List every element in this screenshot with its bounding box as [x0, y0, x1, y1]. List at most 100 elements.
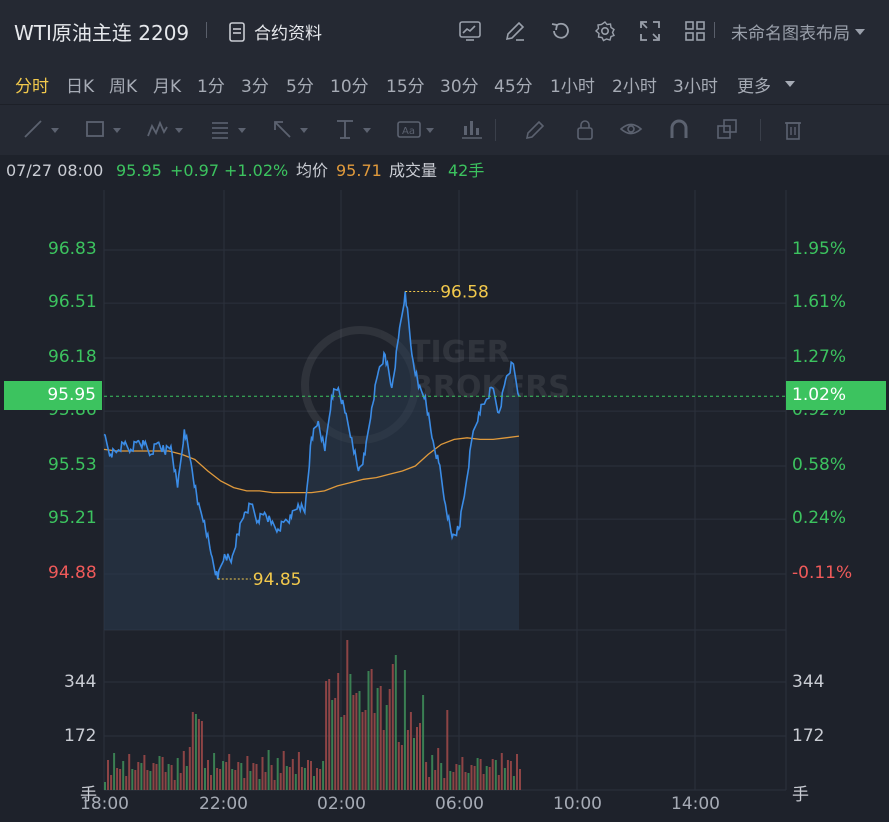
volume-axis-label-right: 344 — [792, 672, 825, 692]
period-tab-0[interactable]: 分时 — [15, 77, 49, 97]
period-tab-14[interactable]: 更多 — [737, 77, 771, 97]
price-axis-label: 96.18 — [48, 347, 97, 367]
volume-bar — [243, 778, 246, 790]
volume-bar — [319, 769, 322, 790]
volume-bar — [294, 774, 297, 790]
fullscreen-icon[interactable] — [627, 18, 672, 44]
price-axis-label: 94.88 — [48, 563, 97, 583]
period-tab-11[interactable]: 1小时 — [550, 77, 595, 97]
volume-bar — [288, 767, 291, 790]
layout-label: 未命名图表布局 — [731, 24, 850, 44]
volume-bar — [403, 670, 406, 790]
volume-bar — [331, 700, 334, 790]
volume-bar — [310, 761, 312, 790]
period-tab-7[interactable]: 10分 — [330, 77, 369, 97]
eye-icon[interactable] — [620, 117, 644, 143]
chart-icon[interactable] — [447, 18, 492, 44]
volume-bar — [434, 770, 437, 790]
volume-bar — [197, 719, 200, 790]
volume-bar — [110, 775, 113, 790]
volume-bar — [488, 767, 491, 790]
volume-bar — [503, 768, 506, 790]
price-axis-label: 96.83 — [48, 239, 97, 259]
arrow-tool-icon[interactable] — [271, 117, 309, 143]
period-tab-3[interactable]: 月K — [153, 77, 182, 97]
candles-tool-icon[interactable] — [460, 117, 484, 143]
volume-axis-label-left: 手 — [80, 785, 97, 805]
volume-bar — [500, 753, 503, 790]
period-tab-8[interactable]: 15分 — [386, 77, 425, 97]
volume-bar — [164, 772, 167, 790]
volume-bar — [258, 779, 261, 790]
volume-bar — [179, 773, 182, 790]
volume-bar — [458, 765, 461, 790]
volume-bar — [406, 730, 409, 790]
volume-bar — [222, 761, 225, 790]
volume-bar — [516, 754, 518, 790]
contract-info-label: 合约资料 — [254, 24, 322, 44]
trash-icon[interactable] — [782, 117, 806, 143]
pencil-icon[interactable] — [524, 117, 548, 143]
period-tab-9[interactable]: 30分 — [440, 77, 479, 97]
period-tab-1[interactable]: 日K — [66, 77, 95, 97]
volume-value: 42手 — [448, 161, 485, 180]
volume-bar — [137, 762, 140, 790]
period-tab-12[interactable]: 2小时 — [612, 77, 657, 97]
volume-bar — [388, 689, 391, 790]
intraday-chart[interactable]: TIGER BROKERS 96.58 94.85 96.83 96.51 96.1… — [0, 190, 889, 822]
gear-icon[interactable] — [582, 18, 627, 44]
period-tab-10[interactable]: 45分 — [494, 77, 533, 97]
svg-text:Aa: Aa — [402, 126, 415, 137]
volume-bar — [343, 715, 346, 790]
volume-bar — [328, 679, 331, 790]
wave-tool-icon[interactable] — [146, 117, 184, 143]
volume-bar — [167, 764, 170, 790]
volume-bar — [512, 776, 515, 790]
grid-icon[interactable] — [672, 18, 717, 44]
fib-tool-icon[interactable] — [209, 117, 247, 143]
volume-bar — [325, 681, 328, 790]
period-tab-13[interactable]: 3小时 — [673, 77, 718, 97]
undo-icon[interactable] — [537, 18, 582, 44]
drawing-toolbar: Aa — [0, 104, 889, 155]
volume-bar — [497, 775, 500, 790]
rect-tool-icon[interactable] — [84, 117, 122, 143]
volume-bar — [149, 771, 152, 790]
volume-bar — [473, 766, 476, 790]
volume-bar — [316, 768, 318, 790]
volume-bar — [225, 762, 228, 790]
volume-bar — [346, 640, 349, 790]
volume-bar — [313, 776, 315, 790]
period-tab-2[interactable]: 周K — [109, 77, 138, 97]
measure-tool-icon[interactable] — [334, 117, 372, 143]
price-axis-label: 95.21 — [48, 508, 97, 529]
volume-bar — [443, 778, 446, 790]
line-tool-icon[interactable] — [22, 117, 60, 143]
text-tool-icon[interactable]: Aa — [397, 117, 435, 143]
volume-bar — [394, 655, 397, 790]
volume-bar — [264, 772, 267, 790]
layout-selector[interactable]: 未命名图表布局 — [731, 19, 866, 44]
volume-bar — [379, 686, 382, 790]
chart-canvas[interactable]: TIGER BROKERS 96.58 94.85 — [0, 190, 889, 822]
volume-bar — [119, 769, 122, 790]
instrument-title[interactable]: WTI原油主连 2209 — [14, 21, 190, 45]
volume-bar — [413, 738, 415, 790]
volume-bar — [249, 771, 252, 790]
magnet-icon[interactable] — [668, 117, 692, 143]
period-tab-4[interactable]: 1分 — [197, 77, 225, 97]
period-bar: 分时 日K 周K 月K 1分 3分 5分 10分 15分 30分 45分 1小时 2小时 3小时 更多 — [0, 62, 889, 104]
volume-bar — [300, 767, 303, 790]
chevron-down-icon[interactable] — [784, 78, 796, 90]
volume-bar — [216, 768, 219, 790]
lock-icon[interactable] — [574, 117, 598, 143]
period-tab-5[interactable]: 3分 — [241, 77, 269, 97]
contract-info-button[interactable]: 合约资料 — [228, 19, 322, 44]
volume-bar — [422, 695, 425, 790]
volume-bar — [188, 747, 191, 790]
volume-bar — [207, 760, 209, 790]
edit-icon[interactable] — [492, 18, 537, 44]
volume-bar — [122, 761, 125, 790]
period-tab-6[interactable]: 5分 — [286, 77, 314, 97]
clone-icon[interactable] — [716, 117, 740, 143]
